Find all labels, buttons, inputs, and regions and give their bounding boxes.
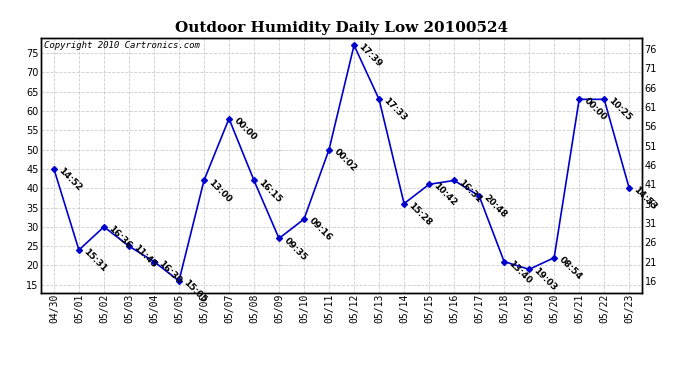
- Text: 10:42: 10:42: [432, 182, 458, 208]
- Text: 14:53: 14:53: [632, 185, 659, 212]
- Text: 16:30: 16:30: [157, 259, 184, 285]
- Text: 15:05: 15:05: [181, 278, 208, 304]
- Text: 13:40: 13:40: [507, 259, 533, 285]
- Text: 09:35: 09:35: [282, 236, 308, 262]
- Text: 09:16: 09:16: [307, 216, 333, 243]
- Text: 17:33: 17:33: [382, 96, 408, 123]
- Text: 19:03: 19:03: [532, 267, 558, 293]
- Title: Outdoor Humidity Daily Low 20100524: Outdoor Humidity Daily Low 20100524: [175, 21, 508, 35]
- Text: 00:00: 00:00: [582, 96, 608, 123]
- Text: 14:52: 14:52: [57, 166, 83, 193]
- Text: 16:31: 16:31: [457, 178, 484, 204]
- Text: 20:48: 20:48: [482, 193, 509, 220]
- Text: 11:45: 11:45: [132, 243, 159, 270]
- Text: Copyright 2010 Cartronics.com: Copyright 2010 Cartronics.com: [44, 41, 200, 50]
- Text: 13:00: 13:00: [207, 178, 233, 204]
- Text: 08:54: 08:54: [557, 255, 584, 282]
- Text: 00:00: 00:00: [232, 116, 258, 142]
- Text: 17:39: 17:39: [357, 42, 384, 69]
- Text: 15:31: 15:31: [81, 247, 108, 274]
- Text: 16:15: 16:15: [257, 178, 284, 204]
- Text: 10:25: 10:25: [607, 96, 633, 123]
- Text: 16:36: 16:36: [107, 224, 133, 251]
- Text: 00:02: 00:02: [332, 147, 358, 173]
- Text: 15:28: 15:28: [407, 201, 433, 228]
